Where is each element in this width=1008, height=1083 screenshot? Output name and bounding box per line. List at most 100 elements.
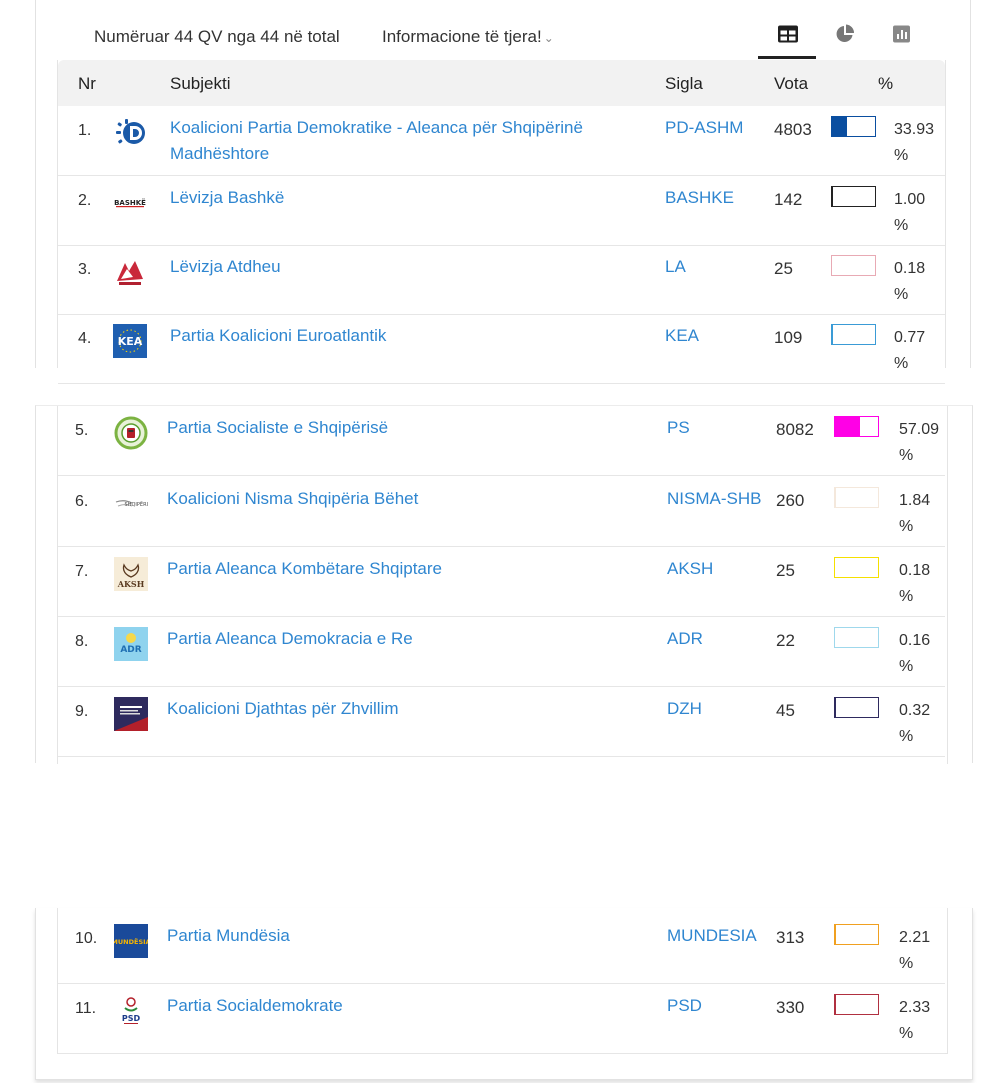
vote-percentage: 0.32 % (899, 702, 931, 745)
vote-share-fill (835, 995, 836, 1014)
row-number: 5. (75, 422, 89, 439)
vote-share-fill (835, 417, 860, 436)
row-number: 10. (75, 930, 98, 947)
svg-text:ADR: ADR (120, 645, 141, 655)
vote-percentage: 2.33 % (899, 999, 931, 1042)
party-acronym-link[interactable]: AKSH (667, 559, 714, 578)
party-name-link[interactable]: Partia Socialiste e Shqipërisë (167, 418, 389, 437)
vote-count: 109 (774, 328, 803, 347)
party-acronym-link[interactable]: NISMA-SHB (667, 489, 762, 508)
more-info-dropdown[interactable]: Informacione të tjera! ⌄ (382, 27, 554, 47)
party-acronym-link[interactable]: KEA (665, 326, 700, 345)
party-acronym-link[interactable]: BASHKE (665, 188, 734, 207)
table-row: 2. BASHKË Lëvizja Bashkë BASHKE 142 1.00 % (58, 176, 945, 246)
table-row: 3. Lëvizja Atdheu LA 25 0.18 % (58, 245, 945, 315)
psd-logo-icon: PSD (114, 994, 148, 1028)
vote-share-bar (831, 324, 876, 345)
party-name-link[interactable]: Partia Aleanca Demokracia e Re (167, 629, 413, 648)
vote-percentage: 0.77 % (894, 329, 926, 372)
header-vota: Vota (774, 74, 809, 93)
vote-share-fill (835, 925, 836, 944)
party-name-link[interactable]: Koalicioni Partia Demokratike - Aleanca … (170, 118, 583, 163)
table-row: 7. AKSH Partia Aleanca Kombëtare Shqiptare… (58, 547, 945, 617)
chevron-down-icon: ⌄ (543, 31, 554, 45)
party-acronym-link[interactable]: PSD (667, 996, 702, 1015)
pd-logo-icon (113, 116, 147, 150)
vote-share-bar (834, 416, 879, 437)
results-card-top: Numëruar 44 QV nga 44 në total Informaci… (35, 0, 972, 384)
party-name-link[interactable]: Partia Socialdemokrate (167, 996, 343, 1015)
la-logo-icon (113, 255, 147, 289)
table-row: 4. KEA Partia Koalicioni Euroatlantik KEA 10… (58, 314, 945, 384)
bar-chart-view-icon[interactable] (891, 24, 913, 44)
vote-share-fill (832, 117, 847, 136)
table-row: 5. Partia Socialiste e Shqipërisë PS 8082 57… (58, 406, 945, 476)
row-number: 7. (75, 563, 89, 580)
party-name-link[interactable]: Lëvizja Atdheu (170, 257, 281, 276)
party-acronym-link[interactable]: ADR (667, 629, 703, 648)
table-header: Nr Subjekti Sigla Vota % (58, 60, 945, 106)
vote-count: 260 (776, 491, 805, 510)
vote-percentage: 0.18 % (899, 562, 931, 605)
svg-text:AKSH: AKSH (117, 579, 145, 589)
table-view-icon[interactable] (777, 24, 799, 44)
vote-count: 142 (774, 190, 803, 209)
vote-percentage: 57.09 % (899, 421, 940, 464)
mundesia-logo-icon: MUNDËSIA (111, 924, 151, 958)
party-acronym-link[interactable]: LA (665, 257, 686, 276)
results-table: Nr Subjekti Sigla Vota % 1. Koalicioni Pa… (57, 60, 946, 384)
results-table-continued: 5. Partia Socialiste e Shqipërisë PS 8082 57… (57, 406, 948, 764)
active-tab-indicator (758, 56, 816, 59)
counted-stations-text: Numëruar 44 QV nga 44 në total (94, 27, 340, 46)
svg-text:KEA: KEA (118, 335, 143, 348)
party-acronym-link[interactable]: PS (667, 418, 690, 437)
svg-text:SHQIPËRIA: SHQIPËRIA (125, 501, 148, 508)
vote-percentage: 0.18 % (894, 260, 926, 303)
vote-count: 313 (776, 928, 805, 947)
vote-count: 8082 (776, 420, 814, 439)
pie-chart-view-icon[interactable] (834, 24, 856, 44)
row-number: 9. (75, 703, 89, 720)
party-acronym-link[interactable]: MUNDESIA (667, 926, 757, 945)
party-name-link[interactable]: Partia Koalicioni Euroatlantik (170, 326, 387, 345)
party-name-link[interactable]: Koalicioni Nisma Shqipëria Bëhet (167, 489, 419, 508)
party-name-link[interactable]: Lëvizja Bashkë (170, 188, 285, 207)
party-acronym-link[interactable]: DZH (667, 699, 702, 718)
row-number: 2. (78, 192, 92, 209)
vote-count: 25 (774, 259, 793, 278)
vote-count: 330 (776, 998, 805, 1017)
party-name-link[interactable]: Koalicioni Djathtas për Zhvillim (167, 699, 399, 718)
results-toolbar: Numëruar 44 QV nga 44 në total Informaci… (36, 0, 972, 60)
table-row: 1. Koalicioni Partia Demokratike - Aleanc… (58, 106, 945, 176)
vote-share-bar (831, 255, 876, 276)
party-name-link[interactable]: Partia Mundësia (167, 926, 290, 945)
svg-text:MUNDËSIA: MUNDËSIA (114, 937, 148, 946)
vote-percentage: 1.00 % (894, 191, 926, 234)
table-row: 8. ADR Partia Aleanca Demokracia e Re ADR 22… (58, 617, 945, 687)
party-name-link[interactable]: Partia Aleanca Kombëtare Shqiptare (167, 559, 443, 578)
vote-count: 45 (776, 701, 795, 720)
vote-share-bar (831, 186, 876, 207)
adr-logo-icon: ADR (114, 627, 148, 661)
results-table-end: 10. MUNDËSIA Partia Mundësia MUNDESIA 313 2.2… (57, 908, 948, 1054)
row-number: 4. (78, 330, 92, 347)
row-number: 1. (78, 122, 92, 139)
svg-text:PSD: PSD (122, 1014, 141, 1023)
vote-share-fill (835, 488, 836, 507)
table-row: 9. Koalicioni Djathtas për Zhvillim DZH 45 0… (58, 687, 945, 757)
vote-share-bar (834, 557, 879, 578)
vote-share-bar (834, 487, 879, 508)
header-nr: Nr (78, 74, 96, 93)
vote-percentage: 33.93 % (894, 121, 935, 164)
vote-count: 25 (776, 561, 795, 580)
header-sigla: Sigla (665, 74, 703, 93)
table-row: 10. MUNDËSIA Partia Mundësia MUNDESIA 313 2.2… (58, 914, 945, 984)
vote-percentage: 0.16 % (899, 632, 931, 675)
dzh-logo-icon (114, 697, 148, 731)
party-acronym-link[interactable]: PD-ASHM (665, 118, 744, 137)
header-pct: % (878, 74, 894, 93)
results-card-middle: 5. Partia Socialiste e Shqipërisë PS 8082 57… (35, 405, 973, 764)
kea-logo-icon: KEA (113, 324, 147, 358)
row-number: 8. (75, 633, 89, 650)
aksh-logo-icon: AKSH (114, 557, 148, 591)
